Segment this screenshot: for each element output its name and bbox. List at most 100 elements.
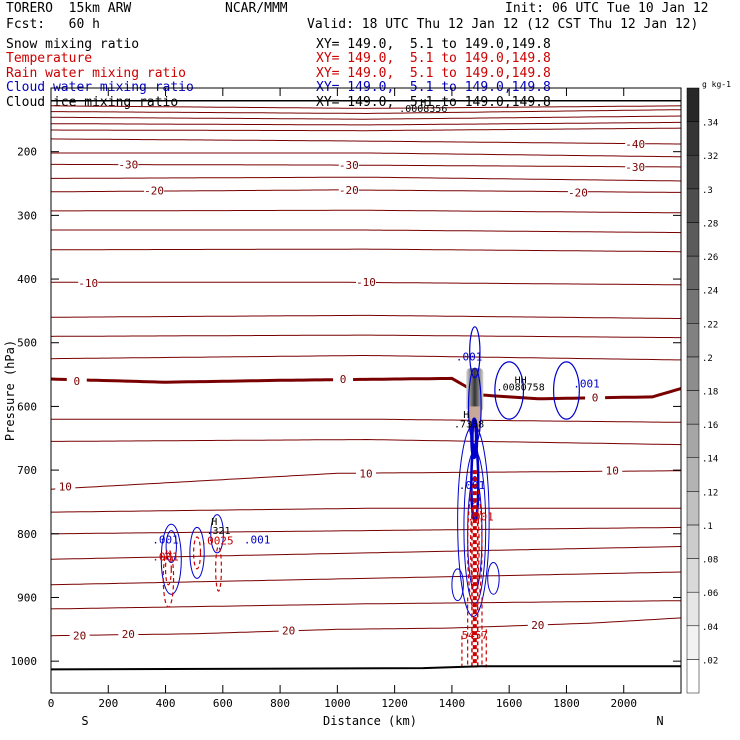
maximum-label: H [211, 517, 217, 528]
temperature-contour [50, 138, 681, 145]
colorbar-label: .3 [702, 186, 713, 196]
y-tick-label: 300 [17, 209, 37, 222]
temperature-contour-label: 20 [122, 628, 135, 641]
colorbar-label: .08 [702, 556, 718, 566]
rain-contour [215, 545, 222, 592]
rain-contour-label: .0025 [201, 535, 234, 548]
temperature-label-bg [278, 624, 299, 636]
y-tick-label: 900 [17, 591, 37, 604]
field-name-temperature: Temperature [6, 51, 93, 66]
rain-contour-label: .001 [152, 551, 179, 564]
cloud-water-contour-label: .001 [244, 533, 271, 546]
temperature-contour [50, 571, 682, 586]
colorbar-bin [686, 255, 700, 290]
colorbar-bin [686, 491, 700, 526]
colorbar-label: .16 [702, 421, 718, 431]
colorbar-label: .2 [702, 354, 713, 364]
temperature-contour [50, 600, 681, 610]
temperature-contour [51, 121, 681, 126]
colorbar-bin [686, 289, 700, 324]
temperature-contour [50, 546, 682, 560]
colorbar-label: .24 [702, 287, 718, 297]
y-tick-label: 1000 [11, 655, 38, 668]
temperature-contour-label: -10 [78, 277, 98, 290]
temperature-contour [51, 163, 682, 168]
temperature-label-bg [625, 138, 646, 150]
maximum-label: .321 [206, 526, 230, 537]
colorbar-label: .02 [702, 656, 718, 666]
temperature-contour [50, 355, 681, 361]
cloud-water-contour-label: .001 [573, 377, 600, 390]
y-axis-title: Pressure (hPa) [3, 340, 17, 441]
header-model: TORERO 15km ARW [6, 1, 132, 16]
colorbar-label: .1 [702, 522, 713, 532]
temperature-label-bg [338, 159, 359, 171]
y-tick-label: 800 [17, 528, 37, 541]
temperature-contour [50, 248, 682, 253]
temperature-label-bg [333, 373, 354, 385]
temperature-contour [51, 176, 682, 182]
temperature-label-bg [118, 158, 139, 170]
colorbar-bin [686, 390, 700, 425]
temperature-contour [51, 209, 681, 214]
x-tick-label: 400 [156, 697, 176, 710]
temperature-contour [51, 152, 682, 158]
colorbar-bin [686, 154, 700, 190]
rain-contour [164, 552, 172, 586]
cloud-water-contour [487, 561, 500, 595]
field-name-snow: Snow mixing ratio [6, 37, 140, 52]
temperature-contour-label: -20 [339, 184, 359, 197]
temperature-contour-label: 10 [606, 465, 619, 478]
x-tick-label: 1400 [439, 697, 466, 710]
cloud-water-contour-label: .001 [456, 351, 483, 364]
temperature-contour [50, 617, 682, 637]
colorbar-bin [686, 423, 700, 458]
colorbar-label: .12 [702, 488, 718, 498]
maximum-label: .0080758 [497, 383, 545, 394]
temperature-contour [50, 334, 681, 339]
header-init: Init: 06 UTC Tue 10 Jan 12 [505, 1, 709, 16]
maximum-label: H [420, 98, 426, 109]
colorbar-label: .26 [702, 253, 718, 263]
colorbar-bin [686, 558, 700, 593]
temperature-contour [51, 438, 682, 446]
colorbar-label: .34 [702, 119, 718, 129]
colorbar-bin [686, 457, 700, 492]
colorbar-label: .06 [702, 589, 718, 599]
colorbar-label: .14 [702, 455, 718, 465]
temperature-contour [51, 418, 681, 423]
maximum-label: .7358 [454, 419, 484, 430]
x-tick-label: 1600 [496, 697, 523, 710]
temperature-contour-label: 10 [59, 481, 72, 494]
temperature-contour [50, 314, 681, 319]
colorbar-bin [686, 188, 700, 223]
x-tick-label: 0 [48, 697, 55, 710]
temperature-contour-label: -20 [568, 186, 588, 199]
cloud-water-contour-label: .001 [459, 479, 486, 492]
temperature-contour-label: 10 [359, 467, 372, 480]
colorbar-bin [686, 524, 700, 559]
plot-frame [50, 87, 682, 694]
temperature-contour-label: -30 [625, 161, 645, 174]
x-tick-label: 2000 [610, 697, 637, 710]
cloud-water-contour [189, 526, 205, 579]
header-fcst: Fcst: 60 h [6, 17, 100, 32]
y-tick-label: 400 [17, 273, 37, 286]
ground-line [50, 665, 681, 671]
x-tick-label: 600 [213, 697, 233, 710]
cloud-water-contour [210, 514, 224, 554]
temperature-contour-label: 20 [282, 625, 295, 638]
temperature-label-bg [55, 480, 76, 492]
temperature-contour [51, 507, 681, 513]
temperature-contour [51, 229, 682, 234]
rain-contour [162, 549, 175, 608]
colorbar-label: .32 [702, 152, 718, 162]
temperature-contour [51, 109, 681, 115]
colorbar-bin [686, 87, 700, 122]
temperature-contour-label: 0 [592, 392, 599, 405]
temperature-contour [51, 115, 682, 120]
x-tick-label: 200 [98, 697, 118, 710]
temperature-contour-label: 20 [73, 630, 86, 643]
temperature-label-bg [625, 160, 646, 172]
